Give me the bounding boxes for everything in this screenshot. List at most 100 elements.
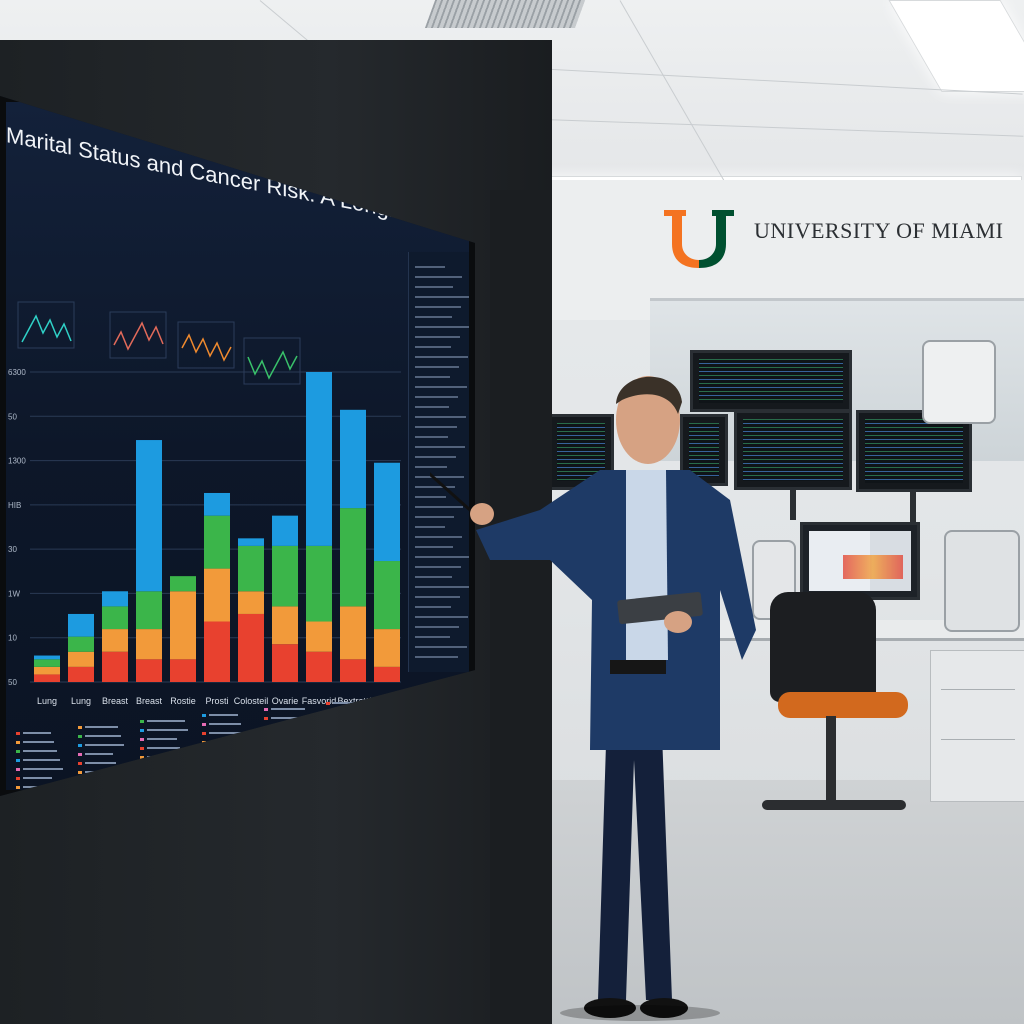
lab-cabinet (930, 650, 1024, 802)
legend-swatch (264, 717, 268, 720)
category-label: Bextratt (337, 696, 369, 706)
presenter-jacket (476, 470, 756, 750)
side-panel-text-line (415, 376, 450, 378)
side-panel-text-line (415, 406, 449, 408)
presenter-shirt (626, 470, 668, 660)
presenter-hand (470, 503, 494, 525)
bar-segment (272, 545, 298, 607)
legend-swatch (16, 768, 20, 771)
side-panel-text-line (415, 506, 463, 508)
y-tick-label: 50 (8, 412, 17, 421)
bar-segment (340, 659, 366, 682)
side-panel-text-line (415, 586, 469, 588)
side-panel-text-line (415, 266, 445, 268)
bar-segment (374, 462, 400, 562)
legend-text-line (23, 741, 54, 743)
legend-text-line (85, 744, 124, 746)
side-panel-text-line (415, 476, 464, 478)
presenter-shoe (584, 998, 636, 1018)
side-panel-text-line (415, 466, 447, 468)
y-tick-label: 1300 (8, 457, 26, 466)
side-panel-text-line (415, 526, 445, 528)
side-panel-text-line (415, 556, 469, 558)
legend-swatch (140, 729, 144, 732)
display-cabinet-side (490, 190, 552, 1024)
bar-segment (340, 409, 366, 509)
bar-segment (136, 629, 162, 660)
bar-segment (272, 606, 298, 645)
side-panel-text-line (415, 536, 462, 538)
bar-segment (374, 629, 400, 667)
legend-text-line (209, 723, 241, 725)
side-panel-text-line (415, 516, 454, 518)
y-tick-label: 30 (8, 545, 17, 554)
bar-segment (306, 372, 332, 546)
bar-segment (374, 666, 400, 682)
side-panel-text-line (415, 416, 466, 418)
ceiling-light (888, 0, 1024, 92)
bar-segment (170, 576, 196, 592)
lab-monitor (800, 522, 920, 600)
legend-text-line (23, 768, 63, 770)
ceiling-vent (424, 0, 586, 28)
bar-segment (68, 666, 94, 682)
legend-text-line (85, 762, 116, 764)
category-label: Fasvorid (302, 696, 337, 706)
bar-segment (238, 591, 264, 614)
side-panel-text-line (415, 636, 450, 638)
presenter-shadow (560, 1005, 720, 1021)
side-panel-text-line (415, 646, 467, 648)
bar-segment (306, 621, 332, 652)
legend-swatch (78, 744, 82, 747)
legend-swatch (202, 732, 206, 735)
back-wall (490, 180, 1024, 320)
side-panel-text-line (415, 346, 451, 348)
bar-segment (238, 545, 264, 592)
legend-text-line (271, 717, 308, 719)
legend-swatch (16, 750, 20, 753)
legend-swatch (264, 708, 268, 711)
side-panel-text-line (415, 546, 453, 548)
side-panel-text-line (415, 656, 458, 658)
stacked-bar-chart: 50 10 1W 30 HIB 1300 50 6300 Lung Lung Breast Breas… (8, 301, 405, 789)
legend-text-line (23, 732, 51, 734)
bar-segment (136, 440, 162, 592)
bar-segment (272, 644, 298, 682)
legend-text-line (85, 726, 118, 728)
monitor-stand (910, 492, 916, 522)
legend-swatch (78, 726, 82, 729)
presenter-trousers (598, 680, 672, 1000)
bar-segment (204, 492, 230, 516)
side-panel-text-line (415, 326, 469, 328)
presenter-head (616, 376, 680, 464)
legend-text-line (147, 729, 188, 731)
legend-swatch (140, 738, 144, 741)
side-panel-text-line (415, 596, 460, 598)
legend-text-line (147, 747, 180, 749)
mini-chart (17, 301, 75, 349)
category-label: Breast (136, 696, 163, 706)
side-panel-text-line (415, 576, 452, 578)
side-panel-text-line (415, 396, 458, 398)
y-tick-label: 6300 (8, 368, 26, 377)
side-panel-text-line (415, 486, 455, 488)
legend-swatch (140, 756, 144, 759)
side-panel-text-line (415, 356, 468, 358)
side-panel-text-line (415, 616, 468, 618)
bar-segment (34, 674, 60, 682)
side-panel-text-line (415, 446, 465, 448)
bar-segment (306, 651, 332, 682)
legend-swatch (78, 771, 82, 774)
y-tick-label: 50 (8, 678, 17, 687)
bar-segment (272, 515, 298, 546)
side-text-panel (408, 252, 469, 672)
legend-swatch (16, 759, 20, 762)
mini-chart-line (113, 321, 164, 351)
side-panel-text-line (415, 296, 469, 298)
legend-swatch (202, 723, 206, 726)
presenter-hair (616, 376, 682, 414)
legend-text-line (209, 714, 238, 716)
side-panel-text-line (415, 366, 459, 368)
side-panel-text-line (415, 426, 457, 428)
side-panel-text-line (415, 386, 467, 388)
